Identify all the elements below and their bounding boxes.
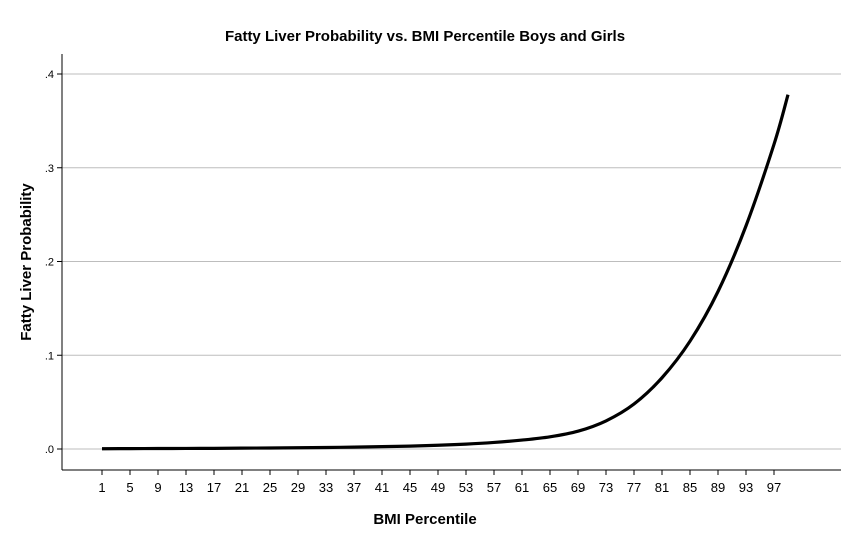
gridlines (62, 73, 841, 450)
x-tick-label: 93 (739, 480, 753, 495)
x-tick-label: 69 (571, 480, 585, 495)
x-tick-label: 9 (154, 480, 161, 495)
x-tick-label: 49 (431, 480, 445, 495)
x-tick-label: 5 (126, 480, 133, 495)
x-tick-label: 29 (291, 480, 305, 495)
series-line (101, 94, 790, 451)
series-group (101, 94, 790, 451)
y-tick-label: .4 (45, 69, 54, 81)
x-tick-label: 41 (375, 480, 389, 495)
x-tick-label: 37 (347, 480, 361, 495)
x-axis-label: BMI Percentile (373, 511, 476, 528)
x-tick-label: 45 (403, 480, 417, 495)
x-tick-label: 89 (711, 480, 725, 495)
x-tick-label: 77 (627, 480, 641, 495)
x-tick-label: 21 (235, 480, 249, 495)
x-tick-label: 1 (98, 480, 105, 495)
y-tick-label: .1 (45, 350, 54, 362)
x-tick-label: 53 (459, 480, 473, 495)
x-tick-label: 73 (599, 480, 613, 495)
x-tick-label: 97 (767, 480, 781, 495)
x-tick-label: 13 (179, 480, 193, 495)
y-axis-label: Fatty Liver Probability (18, 183, 35, 341)
chart-title: Fatty Liver Probability vs. BMI Percenti… (225, 28, 625, 45)
x-tick-label: 85 (683, 480, 697, 495)
y-axis-ticks: .0 .1 .2 .3 .4 (45, 69, 62, 456)
x-tick-label: 33 (319, 480, 333, 495)
y-tick-label: .3 (45, 163, 54, 175)
x-tick-label: 57 (487, 480, 501, 495)
x-tick-label: 61 (515, 480, 529, 495)
x-tick-label: 17 (207, 480, 221, 495)
x-tick-label: 25 (263, 480, 277, 495)
y-tick-label: .0 (45, 444, 54, 456)
x-tick-label: 65 (543, 480, 557, 495)
y-tick-label: .2 (45, 257, 54, 269)
x-tick-label: 81 (655, 480, 669, 495)
x-axis-ticks: 1 5 9 13 17 21 25 29 33 37 41 45 49 53 57 61 65 69 73 77 81 8… (98, 470, 781, 495)
